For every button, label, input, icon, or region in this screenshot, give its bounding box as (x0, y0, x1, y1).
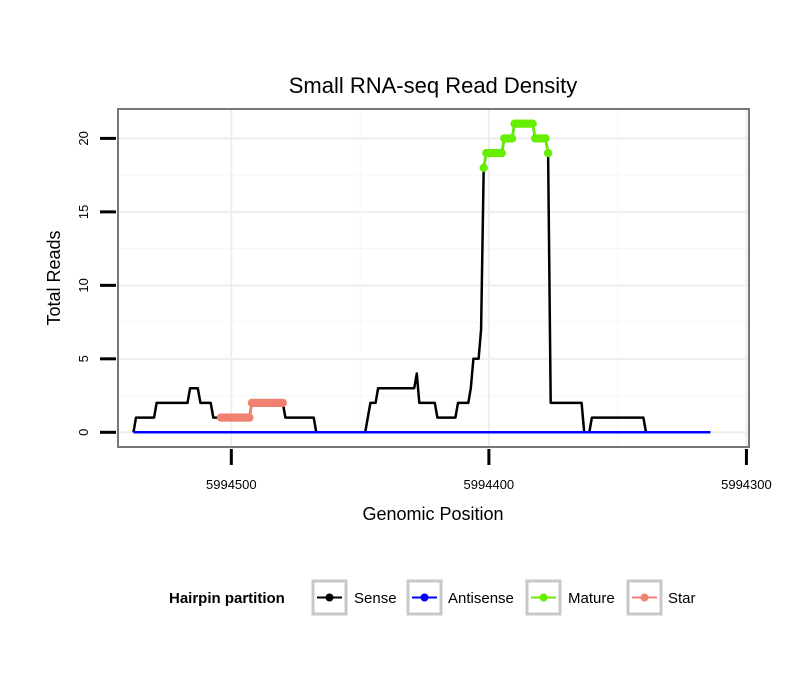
series-line-sense (132, 122, 711, 434)
legend-label: Mature (568, 590, 615, 607)
x-axis-label: Genomic Position (362, 504, 503, 524)
data-point-mature (497, 148, 506, 158)
x-tick-label: 5994300 (721, 477, 772, 492)
legend-key-dot (325, 593, 334, 602)
legend-key-dot (640, 593, 649, 602)
legend-entry-sense: Sense (311, 579, 397, 616)
y-axis-label: Total Reads (44, 230, 64, 325)
data-point-mature (543, 148, 553, 158)
y-tick-label: 10 (76, 278, 91, 292)
legend-label: Antisense (448, 590, 514, 607)
grid (118, 109, 749, 447)
y-tick-label: 5 (76, 355, 91, 362)
legend-label: Star (668, 590, 696, 607)
legend-entry-star: Star (626, 579, 696, 616)
y-tick-label: 20 (76, 131, 91, 145)
data-point-mature (541, 134, 550, 143)
chart-title: Small RNA-seq Read Density (289, 73, 578, 98)
plot-panel-border (117, 108, 750, 448)
x-tick-label: 5994500 (206, 477, 257, 492)
legend-entry-antisense: Antisense (406, 579, 514, 616)
x-axis: 5994500 5994400 5994300 (206, 449, 772, 492)
data-point-mature (479, 163, 488, 172)
data-point-mature (528, 119, 537, 128)
legend: Hairpin partition Sense Antisense Mature St… (169, 579, 696, 616)
legend-title: Hairpin partition (169, 590, 285, 607)
y-tick-label: 15 (76, 205, 91, 219)
x-tick-label: 5994400 (464, 477, 515, 492)
y-axis: 0 5 10 15 20 (76, 131, 116, 436)
data-point-mature (507, 134, 517, 143)
data-point-star (245, 413, 254, 422)
legend-key-dot (539, 593, 548, 602)
series-lines (132, 122, 711, 434)
series-points (216, 119, 553, 422)
series-line-mature (482, 122, 550, 169)
data-point-star (278, 398, 288, 408)
legend-entry-mature: Mature (525, 579, 615, 616)
legend-label: Sense (354, 590, 397, 607)
y-tick-label: 0 (76, 429, 91, 436)
legend-key-dot (420, 593, 429, 602)
